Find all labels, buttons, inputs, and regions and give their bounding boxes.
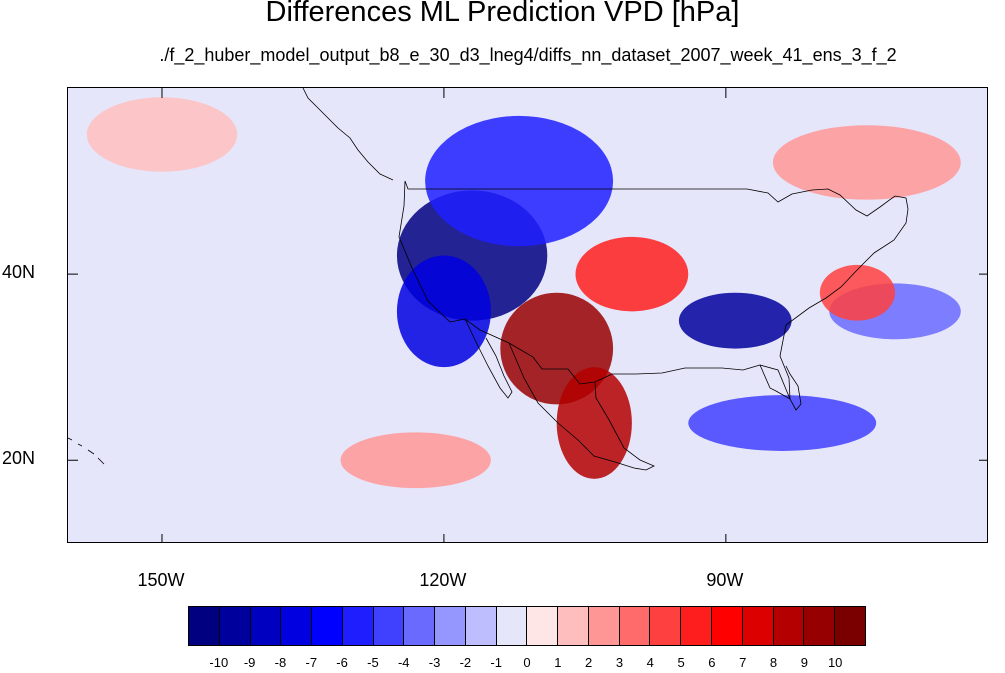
colorbar-label: 3 bbox=[615, 655, 624, 670]
colorbar-label: -10 bbox=[209, 655, 229, 670]
lat-label: 20N bbox=[2, 448, 36, 469]
colorbar-box bbox=[342, 607, 374, 645]
colorbar-box bbox=[435, 607, 466, 645]
colorbar-box bbox=[773, 607, 805, 645]
colorbar-label: -5 bbox=[367, 655, 379, 670]
lon-label: 150W bbox=[137, 570, 185, 590]
lat-label: 40N bbox=[2, 262, 36, 283]
colorbar-label: 8 bbox=[769, 655, 778, 670]
anomaly-region-northeast-positive bbox=[819, 264, 896, 321]
anomaly-region-plains-positive bbox=[575, 236, 689, 312]
colorbar-box bbox=[712, 607, 743, 645]
anomaly-region-gulf-negative bbox=[688, 395, 877, 451]
map-plot bbox=[68, 88, 987, 542]
anomaly-region-eastern-canada-positive bbox=[772, 125, 961, 200]
colorbar-label: 4 bbox=[646, 655, 654, 670]
colorbar-box bbox=[496, 607, 528, 645]
coastline-layer bbox=[68, 88, 909, 471]
colorbar-label: -8 bbox=[274, 655, 287, 670]
colorbar-box bbox=[312, 607, 343, 645]
alaska-coast-outline bbox=[302, 88, 394, 181]
us-outline bbox=[398, 180, 909, 400]
florida-outline bbox=[759, 364, 802, 411]
colorbar-label: 2 bbox=[585, 655, 593, 670]
colorbar-box bbox=[189, 607, 220, 645]
anomaly-region-pacific-positive bbox=[340, 432, 491, 489]
anomaly-region-mexico-positive bbox=[556, 367, 632, 479]
anomaly-region-midsouth-negative bbox=[678, 292, 792, 349]
colorbar-box bbox=[373, 607, 405, 645]
anomaly-region-california-negative bbox=[396, 255, 491, 368]
anomaly-region-north-pacific-positive bbox=[86, 97, 238, 172]
colorbar-box bbox=[281, 607, 313, 645]
colorbar-box bbox=[250, 607, 282, 645]
colorbar-label: 6 bbox=[708, 655, 716, 670]
baja-outline bbox=[464, 318, 513, 399]
region-layer bbox=[86, 97, 961, 489]
colorbar-label: -9 bbox=[243, 655, 256, 670]
colorbar-label: 5 bbox=[677, 655, 685, 670]
colorbar-box bbox=[619, 607, 651, 645]
colorbar-label: -4 bbox=[397, 655, 410, 670]
colorbar-label: -2 bbox=[459, 655, 472, 670]
anomaly-region-canada-negative bbox=[425, 115, 614, 247]
colorbar-box bbox=[558, 607, 589, 645]
colorbar-box bbox=[404, 607, 436, 645]
colorbar-box bbox=[804, 607, 836, 645]
colorbar-label: 0 bbox=[523, 655, 531, 670]
colorbar-box bbox=[219, 607, 251, 645]
colorbar-box bbox=[835, 607, 865, 645]
colorbar-box bbox=[527, 607, 559, 645]
colorbar-label: 1 bbox=[554, 655, 562, 670]
colorbar-label: -6 bbox=[336, 655, 348, 670]
map-frame bbox=[67, 87, 988, 543]
colorbar-box bbox=[588, 607, 620, 645]
colorbar-box bbox=[465, 607, 497, 645]
lon-label: 90W bbox=[706, 570, 744, 590]
colorbar bbox=[188, 606, 866, 646]
colorbar-label: -7 bbox=[305, 655, 318, 670]
map-title: Differences ML Prediction VPD [hPa] bbox=[265, 0, 740, 28]
lon-label: 120W bbox=[419, 570, 467, 590]
hawaii-outline bbox=[68, 437, 105, 465]
colorbar-box bbox=[681, 607, 713, 645]
colorbar-label: -1 bbox=[490, 655, 502, 670]
colorbar-box bbox=[742, 607, 774, 645]
colorbar-label: 7 bbox=[739, 655, 747, 670]
mexico-outline bbox=[508, 342, 655, 471]
colorbar-label: 10 bbox=[827, 655, 843, 670]
colorbar-label: -3 bbox=[428, 655, 441, 670]
map-subtitle: ./f_2_huber_model_output_b8_e_30_d3_lneg… bbox=[159, 45, 897, 65]
colorbar-label: 9 bbox=[800, 655, 808, 670]
colorbar-labels: -10 -9 -8 -7 -6 -5 -4 -3 -2 -1 0 1 2 3 4 5 6 7 8 9 10 bbox=[188, 655, 866, 673]
colorbar-box bbox=[650, 607, 682, 645]
